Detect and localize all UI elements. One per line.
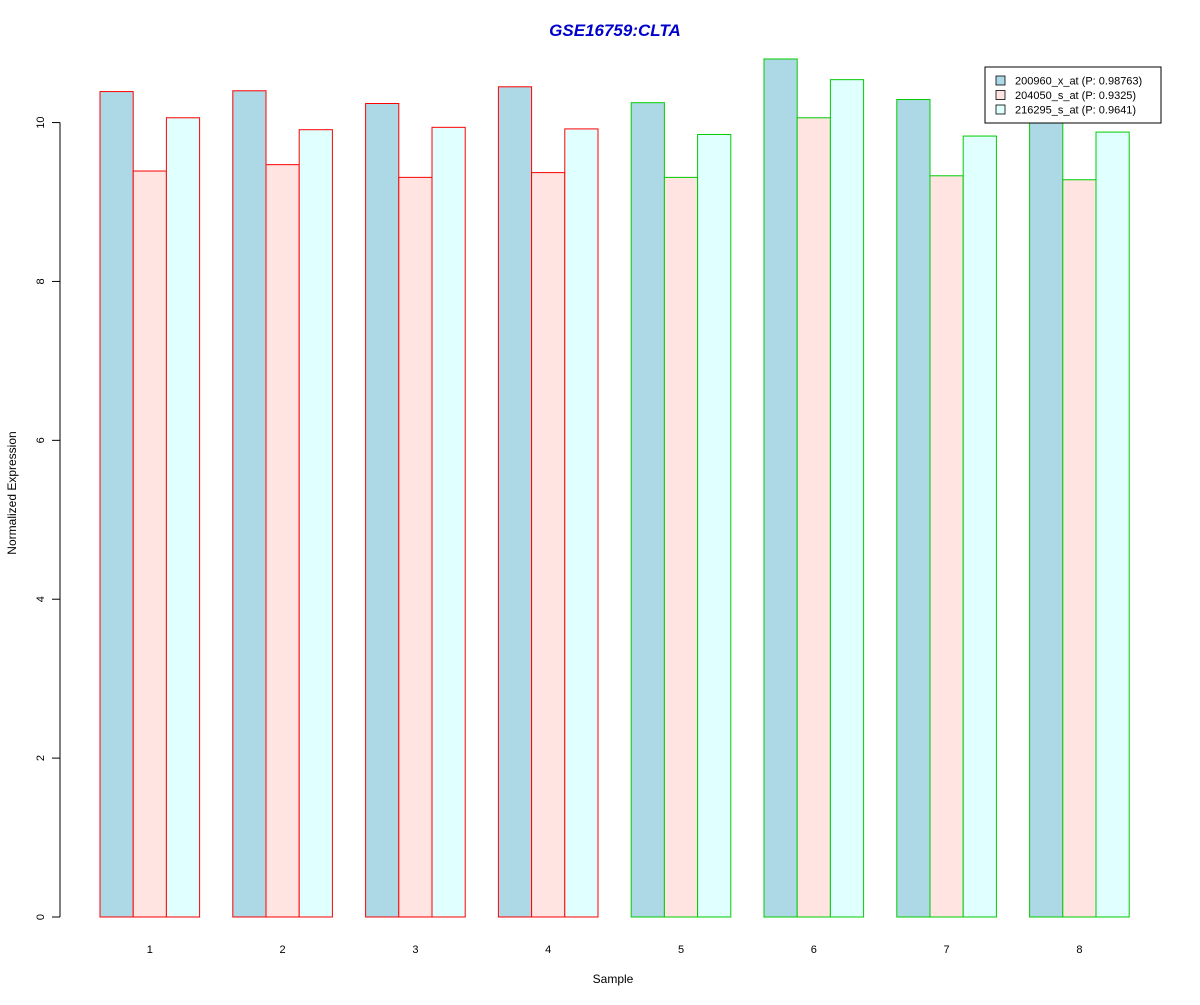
y-tick-label: 2	[35, 755, 47, 761]
x-tick-label: 5	[678, 944, 684, 956]
legend-swatch	[995, 104, 1006, 115]
x-tick-label: 7	[944, 944, 950, 956]
legend-entry: 200960_x_at (P: 0.98763)	[1015, 76, 1142, 88]
x-tick-label: 6	[811, 944, 817, 956]
y-axis: 0 2 4 6 8 10	[35, 116, 61, 920]
x-tick-label: 2	[280, 944, 286, 956]
bar	[99, 91, 134, 918]
bar	[365, 102, 400, 918]
bar	[298, 129, 333, 918]
legend: 200960_x_at (P: 0.98763) 204050_s_at (P: …	[984, 66, 1162, 124]
x-tick-label: 1	[147, 944, 153, 956]
y-tick-label: 0	[35, 914, 47, 920]
bar	[1062, 179, 1097, 918]
legend-entry: 204050_s_at (P: 0.9325)	[1015, 90, 1136, 102]
bar	[630, 102, 665, 918]
legend-box	[984, 66, 1162, 124]
bar	[929, 175, 964, 918]
bar	[165, 117, 201, 918]
bar	[564, 128, 599, 918]
bar	[265, 164, 300, 918]
bar	[697, 133, 732, 918]
y-tick-label: 6	[35, 437, 47, 443]
bar	[763, 58, 798, 918]
x-tick-label: 8	[1076, 944, 1082, 956]
bar	[896, 99, 931, 918]
bar	[431, 126, 466, 918]
y-axis-label: Normalized Expression	[5, 431, 19, 554]
bar	[398, 176, 433, 918]
bar	[497, 86, 533, 918]
y-tick-label: 4	[35, 596, 47, 602]
y-tick-label: 10	[35, 116, 47, 128]
bar	[962, 135, 997, 918]
chart-title: GSE16759:CLTA	[549, 21, 681, 40]
legend-entry: 216295_s_at (P: 0.9641)	[1015, 105, 1136, 117]
bar	[829, 79, 865, 918]
bar	[1029, 118, 1064, 918]
bar	[1095, 131, 1130, 918]
legend-swatch	[995, 75, 1006, 86]
x-tick-label: 4	[545, 944, 551, 956]
bar	[796, 117, 831, 918]
bar	[531, 172, 566, 918]
bar	[232, 90, 267, 918]
bar	[132, 170, 167, 918]
x-axis-ticks: 1 2 3 4 5 6 7 8	[147, 944, 1083, 956]
x-tick-label: 3	[412, 944, 418, 956]
bars	[99, 58, 1130, 918]
bar	[663, 176, 699, 918]
legend-swatch	[995, 90, 1006, 100]
x-axis-label: Sample	[593, 972, 634, 986]
y-tick-label: 8	[35, 278, 47, 284]
